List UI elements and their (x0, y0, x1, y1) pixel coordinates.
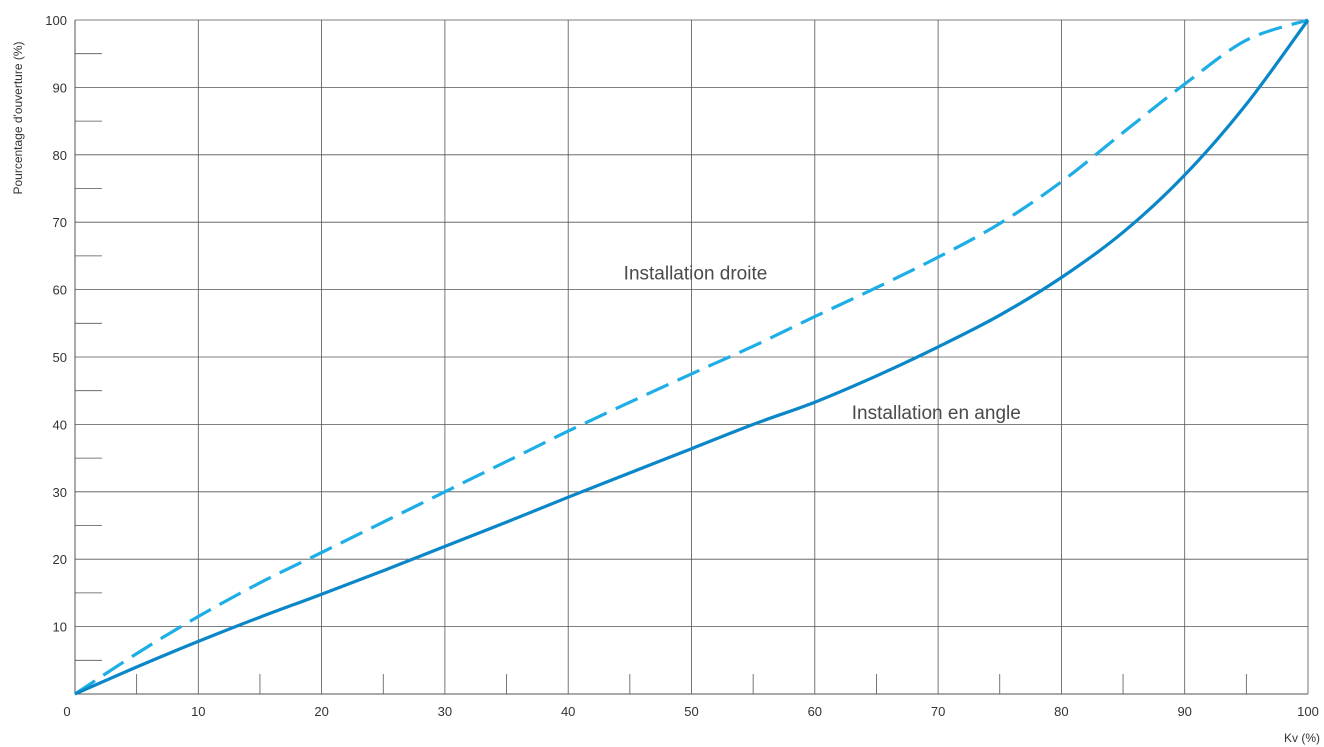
y-tick-label: 80 (53, 148, 67, 163)
x-tick-label: 50 (684, 704, 698, 719)
minor-ticks (75, 53, 1247, 694)
x-axis-title: Kv (%) (1284, 731, 1320, 745)
y-tick-label: 60 (53, 283, 67, 298)
series-layer (74, 18, 1310, 696)
series-line-2 (74, 19, 1310, 696)
x-tick-label: 20 (314, 704, 328, 719)
x-tick-label: 80 (1054, 704, 1068, 719)
y-tick-label: 10 (53, 620, 67, 635)
y-tick-labels: 10 20 30 40 50 60 70 80 90 100 (45, 13, 67, 635)
annotation-label-1: Installation droite (624, 263, 768, 284)
x-tick-label: 100 (1297, 704, 1319, 719)
y-tick-label: 30 (53, 485, 67, 500)
x-tick-label: 90 (1177, 704, 1191, 719)
x-tick-labels: 0 10 20 30 40 50 60 70 80 90 100 (63, 704, 1318, 719)
y-axis-title: Pourcentage d'ouverture (%) (11, 41, 25, 194)
axes (74, 20, 1308, 695)
y-tick-label: 90 (53, 80, 67, 95)
y-tick-label: 100 (45, 13, 67, 28)
x-tick-label: 60 (808, 704, 822, 719)
y-tick-label: 20 (53, 552, 67, 567)
y-tick-label: 70 (53, 215, 67, 230)
x-tick-label: 0 (63, 704, 70, 719)
series-line-1 (74, 18, 1309, 696)
y-tick-label: 50 (53, 350, 67, 365)
x-tick-label: 30 (438, 704, 452, 719)
y-tick-label: 40 (53, 417, 67, 432)
annotation-label-2: Installation en angle (852, 403, 1021, 424)
x-tick-label: 10 (191, 704, 205, 719)
x-tick-label: 70 (931, 704, 945, 719)
annotation-layer: Installation droite Installation en angle (624, 263, 1021, 424)
grid (75, 19, 1309, 694)
x-tick-label: 40 (561, 704, 575, 719)
